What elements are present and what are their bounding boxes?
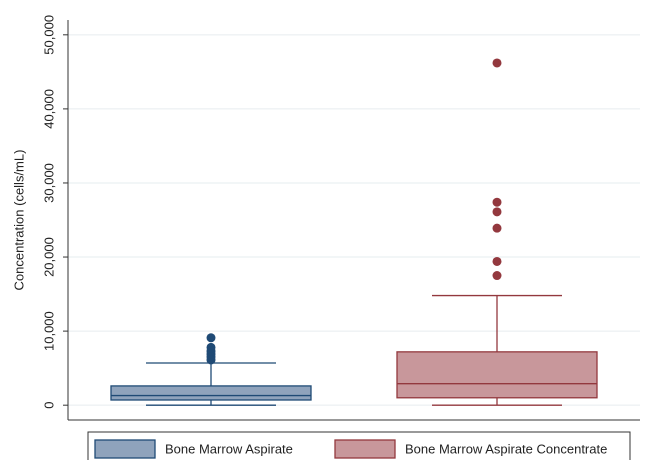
y-tick-label: 10,000 (41, 311, 56, 351)
outlier (492, 256, 502, 266)
outlier (206, 333, 216, 343)
legend-swatch (334, 439, 396, 459)
outlier (206, 355, 216, 365)
y-axis-label: Concentration (cells/mL) (11, 150, 26, 291)
box (396, 351, 598, 399)
legend-label: Bone Marrow Aspirate Concentrate (405, 441, 607, 456)
legend-swatch (94, 439, 156, 459)
box (110, 385, 312, 401)
legend-label: Bone Marrow Aspirate (165, 441, 293, 456)
outlier (492, 197, 502, 207)
outlier (492, 223, 502, 233)
outlier (492, 207, 502, 217)
y-tick-label: 20,000 (41, 237, 56, 277)
outlier (492, 58, 502, 68)
y-tick-label: 40,000 (41, 89, 56, 129)
y-tick-label: 30,000 (41, 163, 56, 203)
y-tick-label: 50,000 (41, 15, 56, 55)
outlier (492, 271, 502, 281)
y-tick-label: 0 (41, 402, 56, 409)
